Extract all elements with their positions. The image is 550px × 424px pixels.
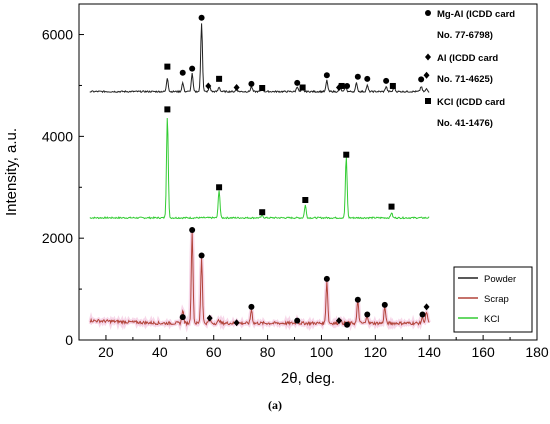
y-tick-label: 0	[65, 332, 73, 348]
marker-legend-text: Al (ICDD card	[437, 53, 498, 64]
peak-marker-circle	[354, 296, 361, 303]
series-powder-line	[89, 23, 430, 94]
peak-marker-circle	[344, 321, 351, 328]
peak-marker-circle	[323, 275, 330, 282]
series-legend-label: Scrap	[484, 294, 509, 305]
peak-marker-circle	[189, 227, 196, 234]
peak-marker-square	[164, 106, 171, 113]
marker-legend-symbol	[425, 53, 431, 61]
peak-marker-circle	[179, 314, 186, 321]
peak-marker-circle	[419, 311, 426, 318]
peak-marker-square	[299, 84, 306, 91]
x-tick-label: 100	[310, 344, 334, 360]
marker-legend-text: KCl (ICDD card	[437, 97, 505, 108]
peak-marker-circle	[323, 72, 330, 79]
peak-marker-diamond	[423, 71, 430, 79]
peak-marker-diamond	[206, 314, 213, 322]
peak-marker-circle	[248, 80, 255, 87]
x-tick-label: 180	[525, 344, 549, 360]
x-tick-label: 20	[98, 344, 114, 360]
marker-legend-symbol	[425, 10, 431, 16]
x-tick-label: 140	[418, 344, 442, 360]
peak-marker-circle	[418, 76, 425, 83]
y-axis-label: Intensity, a.u.	[3, 128, 20, 216]
x-tick-label: 60	[206, 344, 222, 360]
peak-marker-circle	[364, 75, 371, 82]
peak-marker-circle	[294, 317, 301, 324]
marker-legend-text: No. 41-1476)	[437, 118, 493, 129]
x-tick-label: 160	[471, 344, 495, 360]
figure-caption: (a)	[268, 398, 282, 412]
peak-marker-square	[164, 63, 171, 70]
x-tick-label: 40	[152, 344, 168, 360]
marker-legend-text: No. 77-6798)	[437, 30, 493, 41]
series-kcl-line	[89, 117, 430, 220]
peak-marker-diamond	[233, 319, 240, 327]
series-legend-label: KCl	[484, 314, 499, 325]
peak-marker-diamond	[335, 317, 342, 325]
series-scrap-halo	[88, 231, 431, 333]
peak-marker-circle	[381, 301, 388, 308]
y-tick-label: 2000	[42, 230, 73, 246]
peak-marker-circle	[189, 65, 196, 72]
y-tick-label: 6000	[42, 27, 73, 43]
peak-marker-circle	[364, 311, 371, 318]
peak-marker-circle	[294, 79, 301, 86]
peak-marker-square	[389, 82, 396, 89]
peak-marker-circle	[344, 82, 351, 89]
series-scrap-line	[89, 231, 430, 327]
peak-marker-square	[388, 203, 395, 210]
y-tick-label: 4000	[42, 128, 73, 144]
peak-marker-square	[216, 75, 223, 82]
marker-legend-symbol	[425, 98, 431, 104]
peak-marker-square	[259, 209, 266, 216]
peak-marker-diamond	[205, 82, 212, 90]
peak-marker-circle	[179, 69, 186, 76]
peak-marker-diamond	[423, 303, 430, 311]
marker-legend-text: No. 71-4625)	[437, 74, 493, 85]
marker-legend-text: Mg-Al (ICDD card	[437, 9, 515, 20]
x-tick-label: 80	[260, 344, 276, 360]
peak-marker-square	[302, 197, 309, 203]
peak-marker-square	[259, 85, 266, 91]
peak-marker-square	[338, 82, 345, 89]
series-legend-label: Powder	[484, 274, 516, 285]
peak-marker-square	[343, 151, 350, 158]
peak-marker-square	[216, 184, 223, 191]
peak-marker-circle	[354, 73, 361, 80]
peak-marker-circle	[248, 303, 255, 310]
plot-frame	[78, 3, 538, 341]
x-tick-label: 120	[364, 344, 388, 360]
peak-marker-circle	[383, 77, 390, 84]
peak-marker-circle	[198, 252, 205, 259]
x-axis-label: 2θ, deg.	[281, 370, 335, 387]
peak-marker-circle	[198, 14, 205, 21]
peak-marker-diamond	[233, 83, 240, 91]
